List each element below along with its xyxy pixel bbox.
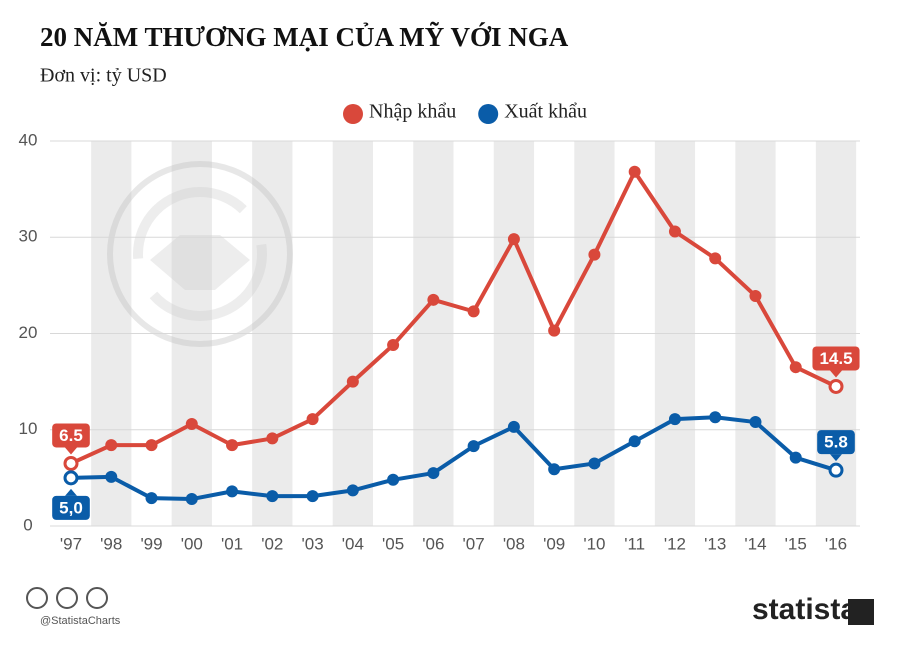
point — [467, 440, 480, 453]
point — [828, 462, 844, 478]
brand: statista — [752, 593, 857, 626]
point — [749, 289, 762, 302]
x-tick-label: '10 — [583, 534, 605, 553]
y-tick-label: 0 — [23, 515, 32, 534]
point — [63, 455, 79, 471]
value-label: 5,0 — [52, 488, 90, 520]
value-label: 6.5 — [52, 423, 90, 455]
x-tick-label: '16 — [825, 534, 847, 553]
point — [749, 416, 762, 429]
value-label-box — [52, 495, 90, 520]
point — [145, 439, 158, 452]
value-label-box — [812, 346, 860, 371]
point — [266, 490, 279, 503]
value-label-pointer — [830, 370, 842, 378]
point — [548, 324, 561, 337]
point — [387, 339, 400, 352]
brand-icon — [848, 599, 874, 625]
point — [306, 490, 319, 503]
point — [427, 293, 440, 306]
value-label-pointer — [830, 454, 842, 462]
point — [628, 165, 641, 178]
x-tick-label: '13 — [704, 534, 726, 553]
source: @StatistaCharts — [40, 615, 121, 627]
x-tick-label: '12 — [664, 534, 686, 553]
legend-label: Xuất khẩu — [504, 101, 587, 123]
chart-subtitle: Đơn vị: tỷ USD — [40, 65, 167, 87]
point — [668, 413, 681, 426]
point — [63, 470, 79, 486]
point — [628, 435, 641, 448]
x-tick-label: '05 — [382, 534, 404, 553]
value-label: 5.8 — [817, 430, 855, 462]
point — [226, 485, 239, 498]
x-tick-label: '07 — [463, 534, 485, 553]
x-tick-label: '99 — [140, 534, 162, 553]
x-tick-label: '11 — [624, 534, 645, 553]
x-tick-label: '98 — [100, 534, 122, 553]
point — [828, 378, 844, 394]
legend-marker — [478, 104, 499, 124]
x-tick-label: '97 — [60, 534, 82, 553]
point — [145, 492, 158, 505]
point — [789, 451, 802, 464]
x-tick-label: '04 — [342, 534, 364, 553]
value-label-text: 6.5 — [59, 426, 83, 445]
y-tick-label: 40 — [19, 130, 38, 149]
series-line — [70, 169, 837, 466]
x-tick-label: '01 — [221, 534, 243, 553]
point — [668, 225, 681, 238]
chart-title: 20 NĂM THƯƠNG MẠI CỦA MỸ VỚI NGA — [40, 21, 569, 52]
point — [588, 457, 601, 470]
point — [346, 484, 359, 497]
x-tick-label: '08 — [503, 534, 525, 553]
x-tick-label: '03 — [302, 534, 324, 553]
point — [467, 305, 480, 318]
x-tick-label: '00 — [181, 534, 203, 553]
point — [105, 470, 118, 483]
value-label-box — [817, 430, 855, 455]
y-tick-label: 30 — [19, 227, 38, 246]
watermark — [107, 161, 293, 347]
y-tick-label: 10 — [19, 419, 38, 438]
value-label: 14.5 — [812, 346, 860, 378]
x-tick-label: '06 — [422, 534, 444, 553]
point — [427, 467, 440, 480]
point — [507, 233, 520, 246]
x-tick-label: '02 — [261, 534, 283, 553]
legend-marker — [343, 104, 363, 124]
point — [226, 439, 239, 452]
series-line — [70, 415, 837, 502]
point — [588, 248, 601, 261]
point — [387, 473, 400, 486]
x-tick-label: '09 — [543, 534, 565, 553]
point — [266, 432, 279, 445]
point — [105, 439, 118, 452]
value-label-pointer — [65, 488, 77, 496]
value-label-text: 14.5 — [819, 349, 852, 368]
y-tick-label: 20 — [19, 323, 38, 342]
value-label-box — [52, 423, 90, 448]
point — [709, 411, 722, 424]
point — [185, 417, 198, 430]
value-label-text: 5,0 — [59, 498, 83, 517]
point — [346, 375, 359, 388]
point — [507, 420, 520, 433]
point — [306, 413, 319, 426]
legend-label: Nhập khẩu — [369, 101, 456, 123]
point — [185, 493, 198, 506]
value-label-pointer — [65, 447, 77, 455]
value-label-text: 5.8 — [824, 433, 848, 452]
x-tick-label: '14 — [744, 534, 766, 553]
x-tick-label: '15 — [785, 534, 807, 553]
point — [548, 463, 561, 476]
point — [789, 361, 802, 374]
cc-icons — [26, 587, 108, 609]
point — [709, 252, 722, 265]
